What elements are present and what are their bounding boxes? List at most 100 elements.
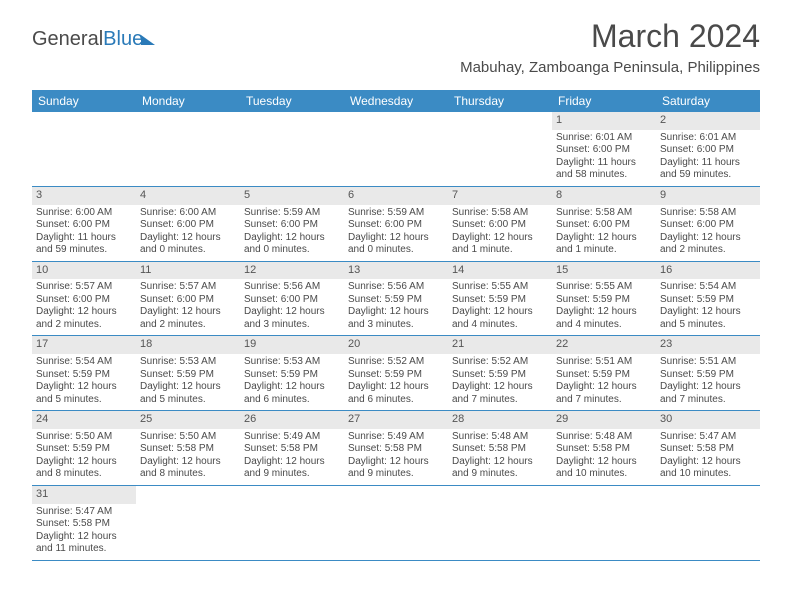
daylight-text: Daylight: 12 hours and 8 minutes. bbox=[36, 456, 132, 481]
sunrise-text: Sunrise: 6:00 AM bbox=[36, 207, 132, 220]
calendar-row: 10Sunrise: 5:57 AMSunset: 6:00 PMDayligh… bbox=[32, 261, 760, 336]
sunset-text: Sunset: 6:00 PM bbox=[140, 294, 236, 307]
day-header: Sunday bbox=[32, 90, 136, 112]
calendar-cell: 4Sunrise: 6:00 AMSunset: 6:00 PMDaylight… bbox=[136, 186, 240, 261]
day-body: Sunrise: 5:47 AMSunset: 5:58 PMDaylight:… bbox=[32, 504, 136, 560]
day-header: Friday bbox=[552, 90, 656, 112]
sunset-text: Sunset: 6:00 PM bbox=[660, 144, 756, 157]
sunset-text: Sunset: 5:59 PM bbox=[660, 369, 756, 382]
sunset-text: Sunset: 5:58 PM bbox=[348, 443, 444, 456]
calendar-cell: 27Sunrise: 5:49 AMSunset: 5:58 PMDayligh… bbox=[344, 411, 448, 486]
daylight-text: Daylight: 12 hours and 6 minutes. bbox=[348, 381, 444, 406]
sunrise-text: Sunrise: 5:56 AM bbox=[244, 281, 340, 294]
calendar-cell: 10Sunrise: 5:57 AMSunset: 6:00 PMDayligh… bbox=[32, 261, 136, 336]
sunset-text: Sunset: 5:59 PM bbox=[452, 369, 548, 382]
calendar-cell bbox=[344, 112, 448, 186]
daylight-text: Daylight: 12 hours and 4 minutes. bbox=[452, 306, 548, 331]
day-number: 20 bbox=[344, 336, 448, 354]
calendar-row: 24Sunrise: 5:50 AMSunset: 5:59 PMDayligh… bbox=[32, 411, 760, 486]
sunrise-text: Sunrise: 5:50 AM bbox=[140, 431, 236, 444]
sunset-text: Sunset: 6:00 PM bbox=[36, 219, 132, 232]
day-body: Sunrise: 5:47 AMSunset: 5:58 PMDaylight:… bbox=[656, 429, 760, 485]
sunset-text: Sunset: 5:59 PM bbox=[244, 369, 340, 382]
daylight-text: Daylight: 12 hours and 4 minutes. bbox=[556, 306, 652, 331]
calendar-cell: 26Sunrise: 5:49 AMSunset: 5:58 PMDayligh… bbox=[240, 411, 344, 486]
calendar-cell: 9Sunrise: 5:58 AMSunset: 6:00 PMDaylight… bbox=[656, 186, 760, 261]
daylight-text: Daylight: 12 hours and 2 minutes. bbox=[140, 306, 236, 331]
sunset-text: Sunset: 6:00 PM bbox=[244, 219, 340, 232]
day-body: Sunrise: 5:58 AMSunset: 6:00 PMDaylight:… bbox=[656, 205, 760, 261]
calendar-cell: 31Sunrise: 5:47 AMSunset: 5:58 PMDayligh… bbox=[32, 485, 136, 560]
daylight-text: Daylight: 11 hours and 59 minutes. bbox=[36, 232, 132, 257]
day-header: Monday bbox=[136, 90, 240, 112]
calendar-cell: 16Sunrise: 5:54 AMSunset: 5:59 PMDayligh… bbox=[656, 261, 760, 336]
day-number: 4 bbox=[136, 187, 240, 205]
day-number: 1 bbox=[552, 112, 656, 130]
day-body: Sunrise: 5:48 AMSunset: 5:58 PMDaylight:… bbox=[552, 429, 656, 485]
daylight-text: Daylight: 12 hours and 11 minutes. bbox=[36, 531, 132, 556]
day-body: Sunrise: 5:54 AMSunset: 5:59 PMDaylight:… bbox=[656, 279, 760, 335]
day-number: 21 bbox=[448, 336, 552, 354]
sunrise-text: Sunrise: 5:51 AM bbox=[556, 356, 652, 369]
day-number: 28 bbox=[448, 411, 552, 429]
calendar-cell: 23Sunrise: 5:51 AMSunset: 5:59 PMDayligh… bbox=[656, 336, 760, 411]
sunrise-text: Sunrise: 5:54 AM bbox=[660, 281, 756, 294]
day-body: Sunrise: 5:51 AMSunset: 5:59 PMDaylight:… bbox=[656, 354, 760, 410]
day-body: Sunrise: 5:56 AMSunset: 5:59 PMDaylight:… bbox=[344, 279, 448, 335]
day-body: Sunrise: 6:01 AMSunset: 6:00 PMDaylight:… bbox=[552, 130, 656, 186]
day-number: 25 bbox=[136, 411, 240, 429]
daylight-text: Daylight: 12 hours and 7 minutes. bbox=[556, 381, 652, 406]
calendar-cell: 6Sunrise: 5:59 AMSunset: 6:00 PMDaylight… bbox=[344, 186, 448, 261]
day-body: Sunrise: 6:00 AMSunset: 6:00 PMDaylight:… bbox=[136, 205, 240, 261]
sunrise-text: Sunrise: 5:49 AM bbox=[244, 431, 340, 444]
calendar-cell: 22Sunrise: 5:51 AMSunset: 5:59 PMDayligh… bbox=[552, 336, 656, 411]
logo-text-2: Blue bbox=[103, 28, 143, 50]
daylight-text: Daylight: 11 hours and 59 minutes. bbox=[660, 157, 756, 182]
calendar-header-row: SundayMondayTuesdayWednesdayThursdayFrid… bbox=[32, 90, 760, 112]
calendar-cell: 21Sunrise: 5:52 AMSunset: 5:59 PMDayligh… bbox=[448, 336, 552, 411]
daylight-text: Daylight: 12 hours and 7 minutes. bbox=[452, 381, 548, 406]
calendar-cell: 24Sunrise: 5:50 AMSunset: 5:59 PMDayligh… bbox=[32, 411, 136, 486]
calendar-cell: 8Sunrise: 5:58 AMSunset: 6:00 PMDaylight… bbox=[552, 186, 656, 261]
sunset-text: Sunset: 5:59 PM bbox=[452, 294, 548, 307]
calendar-cell bbox=[448, 112, 552, 186]
sunrise-text: Sunrise: 5:58 AM bbox=[556, 207, 652, 220]
daylight-text: Daylight: 12 hours and 5 minutes. bbox=[660, 306, 756, 331]
calendar-cell: 13Sunrise: 5:56 AMSunset: 5:59 PMDayligh… bbox=[344, 261, 448, 336]
calendar-row: 31Sunrise: 5:47 AMSunset: 5:58 PMDayligh… bbox=[32, 485, 760, 560]
day-number: 16 bbox=[656, 262, 760, 280]
sunset-text: Sunset: 5:59 PM bbox=[140, 369, 236, 382]
daylight-text: Daylight: 12 hours and 6 minutes. bbox=[244, 381, 340, 406]
calendar-cell: 3Sunrise: 6:00 AMSunset: 6:00 PMDaylight… bbox=[32, 186, 136, 261]
day-number: 8 bbox=[552, 187, 656, 205]
sunset-text: Sunset: 5:58 PM bbox=[140, 443, 236, 456]
day-number: 5 bbox=[240, 187, 344, 205]
day-header: Thursday bbox=[448, 90, 552, 112]
calendar-cell: 15Sunrise: 5:55 AMSunset: 5:59 PMDayligh… bbox=[552, 261, 656, 336]
day-body: Sunrise: 5:53 AMSunset: 5:59 PMDaylight:… bbox=[136, 354, 240, 410]
calendar-cell bbox=[136, 112, 240, 186]
day-body: Sunrise: 5:52 AMSunset: 5:59 PMDaylight:… bbox=[448, 354, 552, 410]
calendar-cell bbox=[552, 485, 656, 560]
sunrise-text: Sunrise: 5:49 AM bbox=[348, 431, 444, 444]
sunrise-text: Sunrise: 5:55 AM bbox=[556, 281, 652, 294]
day-body: Sunrise: 5:52 AMSunset: 5:59 PMDaylight:… bbox=[344, 354, 448, 410]
calendar-cell: 25Sunrise: 5:50 AMSunset: 5:58 PMDayligh… bbox=[136, 411, 240, 486]
sunrise-text: Sunrise: 5:48 AM bbox=[556, 431, 652, 444]
day-number: 15 bbox=[552, 262, 656, 280]
calendar-row: 1Sunrise: 6:01 AMSunset: 6:00 PMDaylight… bbox=[32, 112, 760, 186]
day-body: Sunrise: 5:58 AMSunset: 6:00 PMDaylight:… bbox=[552, 205, 656, 261]
day-body: Sunrise: 5:49 AMSunset: 5:58 PMDaylight:… bbox=[344, 429, 448, 485]
day-number: 26 bbox=[240, 411, 344, 429]
sunset-text: Sunset: 5:58 PM bbox=[556, 443, 652, 456]
sunset-text: Sunset: 5:59 PM bbox=[348, 294, 444, 307]
sunset-text: Sunset: 5:59 PM bbox=[556, 369, 652, 382]
calendar-cell: 17Sunrise: 5:54 AMSunset: 5:59 PMDayligh… bbox=[32, 336, 136, 411]
sunset-text: Sunset: 6:00 PM bbox=[140, 219, 236, 232]
calendar-cell bbox=[344, 485, 448, 560]
sunrise-text: Sunrise: 5:53 AM bbox=[140, 356, 236, 369]
day-number: 9 bbox=[656, 187, 760, 205]
day-number: 10 bbox=[32, 262, 136, 280]
daylight-text: Daylight: 12 hours and 1 minute. bbox=[452, 232, 548, 257]
calendar-row: 3Sunrise: 6:00 AMSunset: 6:00 PMDaylight… bbox=[32, 186, 760, 261]
